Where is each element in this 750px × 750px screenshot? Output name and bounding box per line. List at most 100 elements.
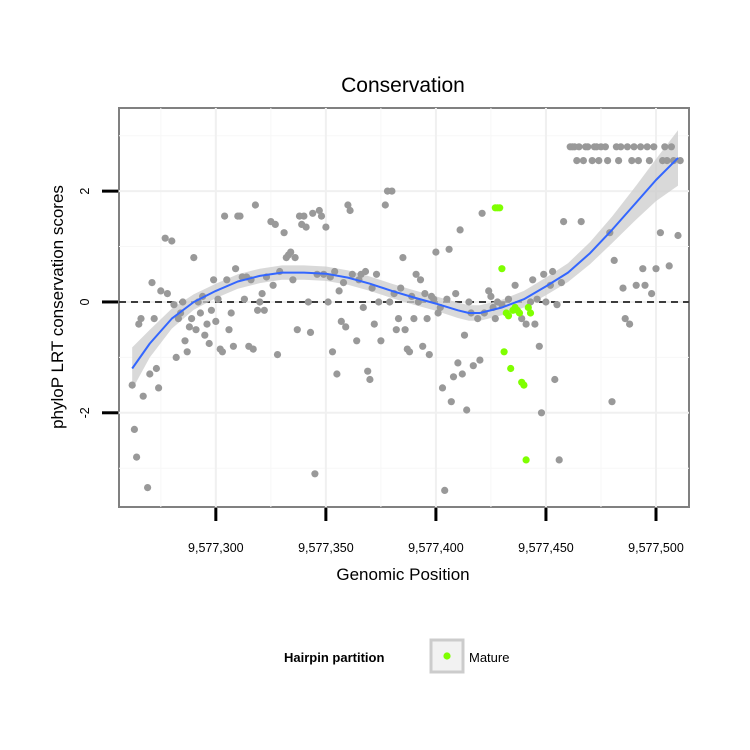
data-point xyxy=(443,295,451,303)
data-point xyxy=(553,301,561,309)
data-point xyxy=(573,157,581,165)
mature-data-point xyxy=(496,204,504,212)
data-point xyxy=(271,220,279,228)
data-point xyxy=(434,309,442,317)
data-point xyxy=(223,276,231,284)
data-point xyxy=(152,364,160,373)
data-point xyxy=(144,484,152,492)
data-point xyxy=(280,229,288,237)
x-tick-label: 9,577,300 xyxy=(188,541,244,555)
data-point xyxy=(322,223,330,231)
data-point xyxy=(639,265,647,273)
data-point xyxy=(137,315,145,323)
data-point xyxy=(188,315,196,323)
data-point xyxy=(394,315,403,323)
data-point xyxy=(331,267,339,276)
data-point xyxy=(335,287,343,295)
data-point xyxy=(364,367,372,375)
data-point xyxy=(447,398,455,406)
data-point xyxy=(339,279,348,287)
data-point xyxy=(260,306,268,314)
data-point xyxy=(168,237,176,245)
data-point xyxy=(432,248,440,256)
y-axis-title: phyloP LRT conservation scores xyxy=(48,185,67,429)
mature-data-point xyxy=(526,309,535,317)
data-point xyxy=(619,284,627,292)
data-point xyxy=(491,315,499,323)
data-point xyxy=(608,398,616,406)
data-point xyxy=(419,342,427,350)
data-point xyxy=(150,315,158,323)
data-point xyxy=(615,157,623,165)
data-point xyxy=(346,206,354,215)
data-point xyxy=(399,254,407,262)
data-point xyxy=(210,276,218,284)
data-point xyxy=(621,315,629,323)
data-point xyxy=(170,301,178,309)
data-point xyxy=(584,143,592,151)
data-point xyxy=(249,345,257,353)
data-point xyxy=(381,201,389,209)
data-point xyxy=(454,359,462,367)
mature-data-point xyxy=(522,456,530,464)
data-point xyxy=(416,276,425,284)
x-axis: 9,577,300 9,577,350 9,577,400 9,577,450 9,57… xyxy=(188,508,684,555)
data-point xyxy=(201,331,209,339)
data-point xyxy=(410,315,418,323)
data-point xyxy=(460,331,469,339)
data-point xyxy=(542,298,550,306)
data-point xyxy=(628,157,636,165)
data-point xyxy=(146,370,154,378)
mature-data-point xyxy=(520,381,528,389)
legend-marker xyxy=(443,652,451,660)
data-point xyxy=(588,157,596,165)
data-point xyxy=(306,328,315,336)
data-point xyxy=(604,157,612,165)
data-point xyxy=(560,218,568,226)
data-point xyxy=(441,486,449,494)
data-point xyxy=(595,157,603,165)
data-point xyxy=(630,143,638,151)
data-point xyxy=(254,306,262,314)
data-point xyxy=(663,157,671,165)
x-tick-label: 9,577,400 xyxy=(408,541,464,555)
legend-label-mature: Mature xyxy=(469,650,509,665)
data-point xyxy=(236,212,244,220)
data-point xyxy=(674,231,682,240)
data-point xyxy=(555,456,563,464)
data-point xyxy=(449,373,458,381)
data-point xyxy=(225,326,233,334)
data-point xyxy=(218,348,226,356)
data-point xyxy=(637,143,645,151)
data-point xyxy=(185,323,193,331)
data-point xyxy=(665,262,673,270)
mature-data-point xyxy=(515,309,524,317)
data-point xyxy=(315,206,323,215)
data-point xyxy=(626,320,634,328)
mature-data-point xyxy=(498,265,506,273)
data-point xyxy=(540,270,548,278)
data-point xyxy=(652,265,660,273)
data-point xyxy=(174,315,182,323)
data-point xyxy=(344,201,352,209)
plot-panel xyxy=(118,107,690,508)
data-point xyxy=(377,337,385,345)
data-point xyxy=(511,281,519,289)
data-point xyxy=(667,143,676,151)
legend: Hairpin partition Mature xyxy=(284,638,509,674)
data-point xyxy=(128,381,136,389)
data-point xyxy=(135,320,143,328)
data-point xyxy=(623,143,632,151)
data-point xyxy=(522,320,530,328)
data-point xyxy=(401,326,409,334)
data-point xyxy=(289,276,297,284)
data-point xyxy=(388,187,396,195)
data-point xyxy=(232,265,240,273)
data-point xyxy=(445,245,453,253)
data-point xyxy=(311,470,319,478)
data-point xyxy=(478,209,486,217)
y-tick-label: 2 xyxy=(78,188,92,195)
data-point xyxy=(476,356,484,364)
data-point xyxy=(251,201,259,209)
data-point xyxy=(617,143,625,151)
